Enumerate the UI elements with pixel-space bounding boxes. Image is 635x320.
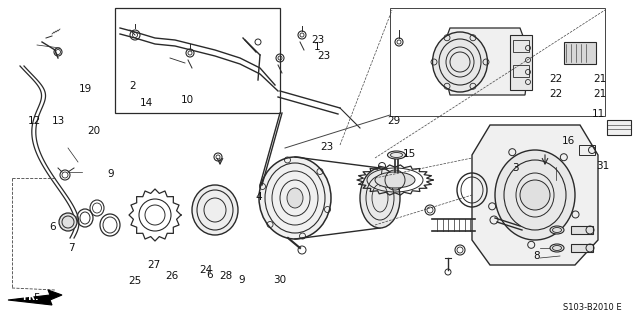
Text: 11: 11 [592, 108, 605, 119]
Text: 9: 9 [108, 169, 114, 180]
Text: 27: 27 [147, 260, 160, 270]
Text: 26: 26 [165, 271, 178, 281]
Text: 29: 29 [387, 116, 400, 126]
Text: 21: 21 [594, 89, 606, 100]
Ellipse shape [375, 172, 415, 188]
Text: 15: 15 [403, 148, 416, 159]
Text: 5: 5 [34, 292, 40, 303]
Text: 23: 23 [311, 35, 324, 45]
Ellipse shape [550, 244, 564, 252]
Ellipse shape [495, 150, 575, 240]
Text: 14: 14 [140, 98, 152, 108]
Bar [513, 40, 529, 52]
Bar [579, 145, 595, 155]
Text: 25: 25 [129, 276, 142, 286]
Text: 24: 24 [200, 265, 213, 276]
Polygon shape [8, 290, 62, 305]
Text: 2: 2 [129, 81, 135, 91]
Ellipse shape [550, 226, 564, 234]
Polygon shape [440, 28, 530, 95]
Text: 4: 4 [256, 192, 262, 202]
Text: 12: 12 [29, 116, 41, 126]
Text: 28: 28 [219, 271, 232, 281]
Ellipse shape [360, 168, 400, 228]
Bar [510, 35, 532, 90]
Text: 20: 20 [88, 126, 100, 136]
Text: 3: 3 [512, 163, 519, 173]
Text: 1: 1 [314, 42, 321, 52]
Text: 22: 22 [549, 74, 562, 84]
Text: 22: 22 [549, 89, 562, 100]
Text: 30: 30 [273, 275, 286, 285]
Text: 21: 21 [594, 74, 606, 84]
Text: 31: 31 [597, 161, 610, 172]
Ellipse shape [387, 151, 406, 159]
Bar [115, 8, 280, 113]
Ellipse shape [192, 185, 238, 235]
Ellipse shape [432, 32, 488, 92]
Text: 19: 19 [79, 84, 92, 94]
Bar [571, 244, 593, 252]
Ellipse shape [287, 188, 303, 208]
Text: 16: 16 [562, 136, 575, 146]
Text: 23: 23 [318, 51, 330, 61]
Text: 6: 6 [49, 222, 55, 232]
Text: S103-B2010 E: S103-B2010 E [563, 303, 622, 312]
Text: 23: 23 [321, 142, 333, 152]
Circle shape [59, 213, 77, 231]
Text: 10: 10 [181, 95, 194, 105]
Bar [571, 226, 593, 234]
Circle shape [520, 180, 550, 210]
Bar [390, 8, 605, 116]
Text: 9: 9 [238, 275, 244, 285]
Text: 7: 7 [69, 243, 75, 253]
Text: 6: 6 [206, 269, 213, 280]
Text: 8: 8 [533, 251, 540, 261]
Text: 13: 13 [52, 116, 65, 126]
Bar [564, 42, 596, 64]
Polygon shape [472, 125, 598, 265]
Bar [513, 65, 529, 77]
Text: FR.: FR. [22, 293, 39, 302]
Bar [607, 120, 631, 135]
Ellipse shape [259, 157, 331, 239]
